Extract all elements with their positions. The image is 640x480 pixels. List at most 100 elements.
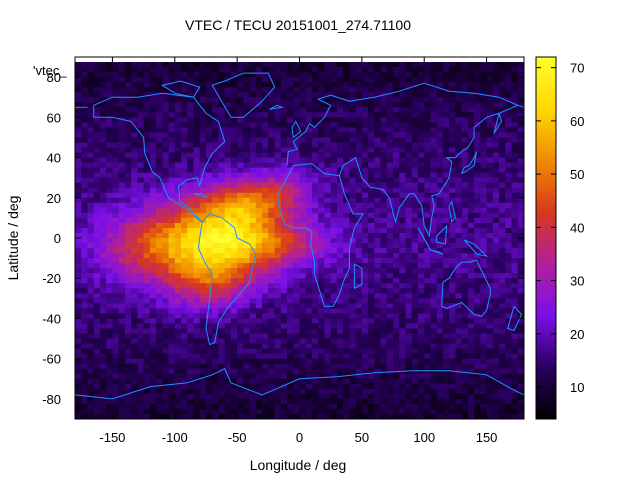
heatmap-cell	[430, 253, 438, 259]
heatmap-cell	[343, 338, 350, 344]
heatmap-cell	[355, 358, 363, 365]
heatmap-cell	[368, 152, 375, 158]
heatmap-cell	[99, 348, 107, 355]
heatmap-cell	[517, 202, 525, 209]
heatmap-cell	[311, 72, 319, 78]
heatmap-cell	[187, 313, 194, 319]
heatmap-cell	[168, 222, 176, 229]
heatmap-cell	[480, 127, 487, 133]
heatmap-cell	[230, 177, 238, 184]
heatmap-cell	[174, 283, 182, 289]
heatmap-cell	[361, 368, 369, 375]
heatmap-cell	[274, 102, 282, 108]
heatmap-cell	[399, 403, 406, 410]
heatmap-cell	[467, 77, 475, 83]
heatmap-cell	[168, 358, 176, 365]
heatmap-cell	[424, 308, 431, 314]
heatmap-cell	[249, 358, 257, 365]
heatmap-cell	[199, 127, 207, 133]
heatmap-cell	[243, 373, 251, 380]
heatmap-cell	[75, 408, 82, 415]
heatmap-cell	[224, 212, 232, 219]
heatmap-cell	[87, 283, 95, 289]
heatmap-cell	[417, 97, 425, 103]
heatmap-cell	[417, 67, 425, 73]
heatmap-cell	[424, 248, 431, 254]
heatmap-cell	[492, 338, 500, 344]
heatmap-cell	[87, 343, 95, 350]
heatmap-cell	[336, 187, 344, 194]
heatmap-cell	[299, 303, 307, 309]
heatmap-cell	[436, 182, 444, 189]
heatmap-cell	[187, 363, 194, 370]
heatmap-cell	[430, 268, 438, 274]
heatmap-cell	[224, 142, 232, 148]
heatmap-cell	[87, 288, 95, 294]
heatmap-cell	[480, 177, 487, 184]
heatmap-cell	[449, 363, 456, 370]
heatmap-cell	[237, 97, 244, 103]
heatmap-cell	[199, 378, 207, 385]
heatmap-cell	[368, 258, 375, 264]
heatmap-cell	[430, 97, 438, 103]
heatmap-cell	[492, 212, 500, 219]
heatmap-cell	[187, 207, 194, 214]
heatmap-cell	[305, 288, 313, 294]
heatmap-cell	[368, 137, 375, 143]
heatmap-cell	[486, 167, 494, 174]
heatmap-cell	[336, 162, 344, 169]
heatmap-cell	[212, 102, 219, 108]
heatmap-cell	[218, 122, 226, 128]
heatmap-cell	[243, 313, 251, 319]
heatmap-cell	[156, 142, 163, 148]
heatmap-cell	[455, 147, 463, 153]
heatmap-cell	[442, 243, 450, 249]
heatmap-cell	[112, 403, 120, 410]
heatmap-cell	[87, 87, 95, 93]
heatmap-cell	[368, 192, 375, 199]
heatmap-cell	[118, 258, 126, 264]
heatmap-cell	[249, 232, 257, 239]
heatmap-cell	[187, 222, 194, 229]
heatmap-cell	[361, 117, 369, 123]
heatmap-cell	[461, 348, 469, 355]
heatmap-cell	[237, 87, 244, 93]
heatmap-cell	[411, 398, 419, 405]
heatmap-cell	[380, 227, 388, 234]
heatmap-cell	[424, 288, 431, 294]
heatmap-cell	[305, 162, 313, 169]
heatmap-cell	[199, 192, 207, 199]
heatmap-cell	[149, 177, 157, 184]
heatmap-cell	[174, 263, 182, 269]
heatmap-cell	[218, 187, 226, 194]
heatmap-cell	[87, 107, 95, 113]
heatmap-cell	[93, 398, 101, 405]
heatmap-cell	[486, 227, 494, 234]
heatmap-cell	[187, 253, 194, 259]
heatmap-cell	[249, 393, 257, 400]
heatmap-cell	[143, 97, 151, 103]
heatmap-cell	[156, 363, 163, 370]
heatmap-cell	[424, 172, 431, 179]
heatmap-cell	[118, 72, 126, 78]
heatmap-cell	[386, 373, 394, 380]
heatmap-cell	[205, 202, 213, 209]
heatmap-cell	[318, 278, 325, 284]
heatmap-cell	[311, 197, 319, 204]
heatmap-cell	[305, 172, 313, 179]
heatmap-cell	[181, 293, 188, 299]
heatmap-cell	[336, 232, 344, 239]
heatmap-cell	[343, 92, 350, 98]
heatmap-cell	[380, 82, 388, 88]
heatmap-cell	[424, 328, 431, 334]
heatmap-cell	[480, 137, 487, 143]
heatmap-cell	[505, 222, 512, 229]
heatmap-cell	[287, 162, 294, 169]
heatmap-cell	[112, 368, 120, 375]
heatmap-cell	[293, 107, 300, 113]
heatmap-cell	[349, 127, 357, 133]
heatmap-cell	[486, 172, 494, 179]
heatmap-cell	[405, 92, 413, 98]
heatmap-cell	[442, 142, 450, 148]
heatmap-cell	[511, 197, 519, 204]
